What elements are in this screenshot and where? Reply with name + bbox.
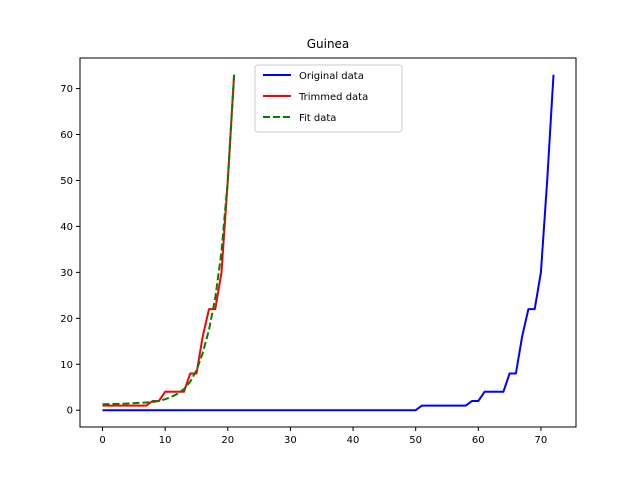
chart-title: Guinea xyxy=(307,37,350,51)
legend-label: Original data xyxy=(299,71,364,82)
series-line-original-data xyxy=(102,74,555,412)
series-layer xyxy=(102,74,555,412)
y-tick-label: 30 xyxy=(60,268,73,279)
y-tick-label: 50 xyxy=(60,176,73,187)
y-tick-label: 20 xyxy=(60,314,73,325)
legend-box xyxy=(254,64,403,133)
y-axis: 0 10 20 30 40 50 60 70 xyxy=(60,84,80,417)
x-tick-label: 40 xyxy=(347,435,360,446)
x-tick-label: 60 xyxy=(472,435,485,446)
y-tick-label: 0 xyxy=(67,406,73,417)
legend: Original data Trimmed data Fit data xyxy=(254,64,403,133)
legend-label: Fit data xyxy=(299,113,336,124)
legend-label: Trimmed data xyxy=(298,92,368,103)
y-tick-label: 60 xyxy=(60,130,73,141)
series-line-fit-data xyxy=(102,74,236,406)
x-tick-label: 20 xyxy=(221,435,234,446)
x-axis: 0 10 20 30 40 50 60 70 xyxy=(99,427,547,446)
y-tick-label: 40 xyxy=(60,222,73,233)
axes-frame xyxy=(79,57,577,428)
x-tick-label: 10 xyxy=(159,435,172,446)
x-tick-label: 0 xyxy=(99,435,105,446)
y-tick-label: 70 xyxy=(60,84,73,95)
x-tick-label: 30 xyxy=(284,435,297,446)
y-tick-label: 10 xyxy=(60,360,73,371)
x-tick-label: 50 xyxy=(409,435,422,446)
x-tick-label: 70 xyxy=(535,435,548,446)
